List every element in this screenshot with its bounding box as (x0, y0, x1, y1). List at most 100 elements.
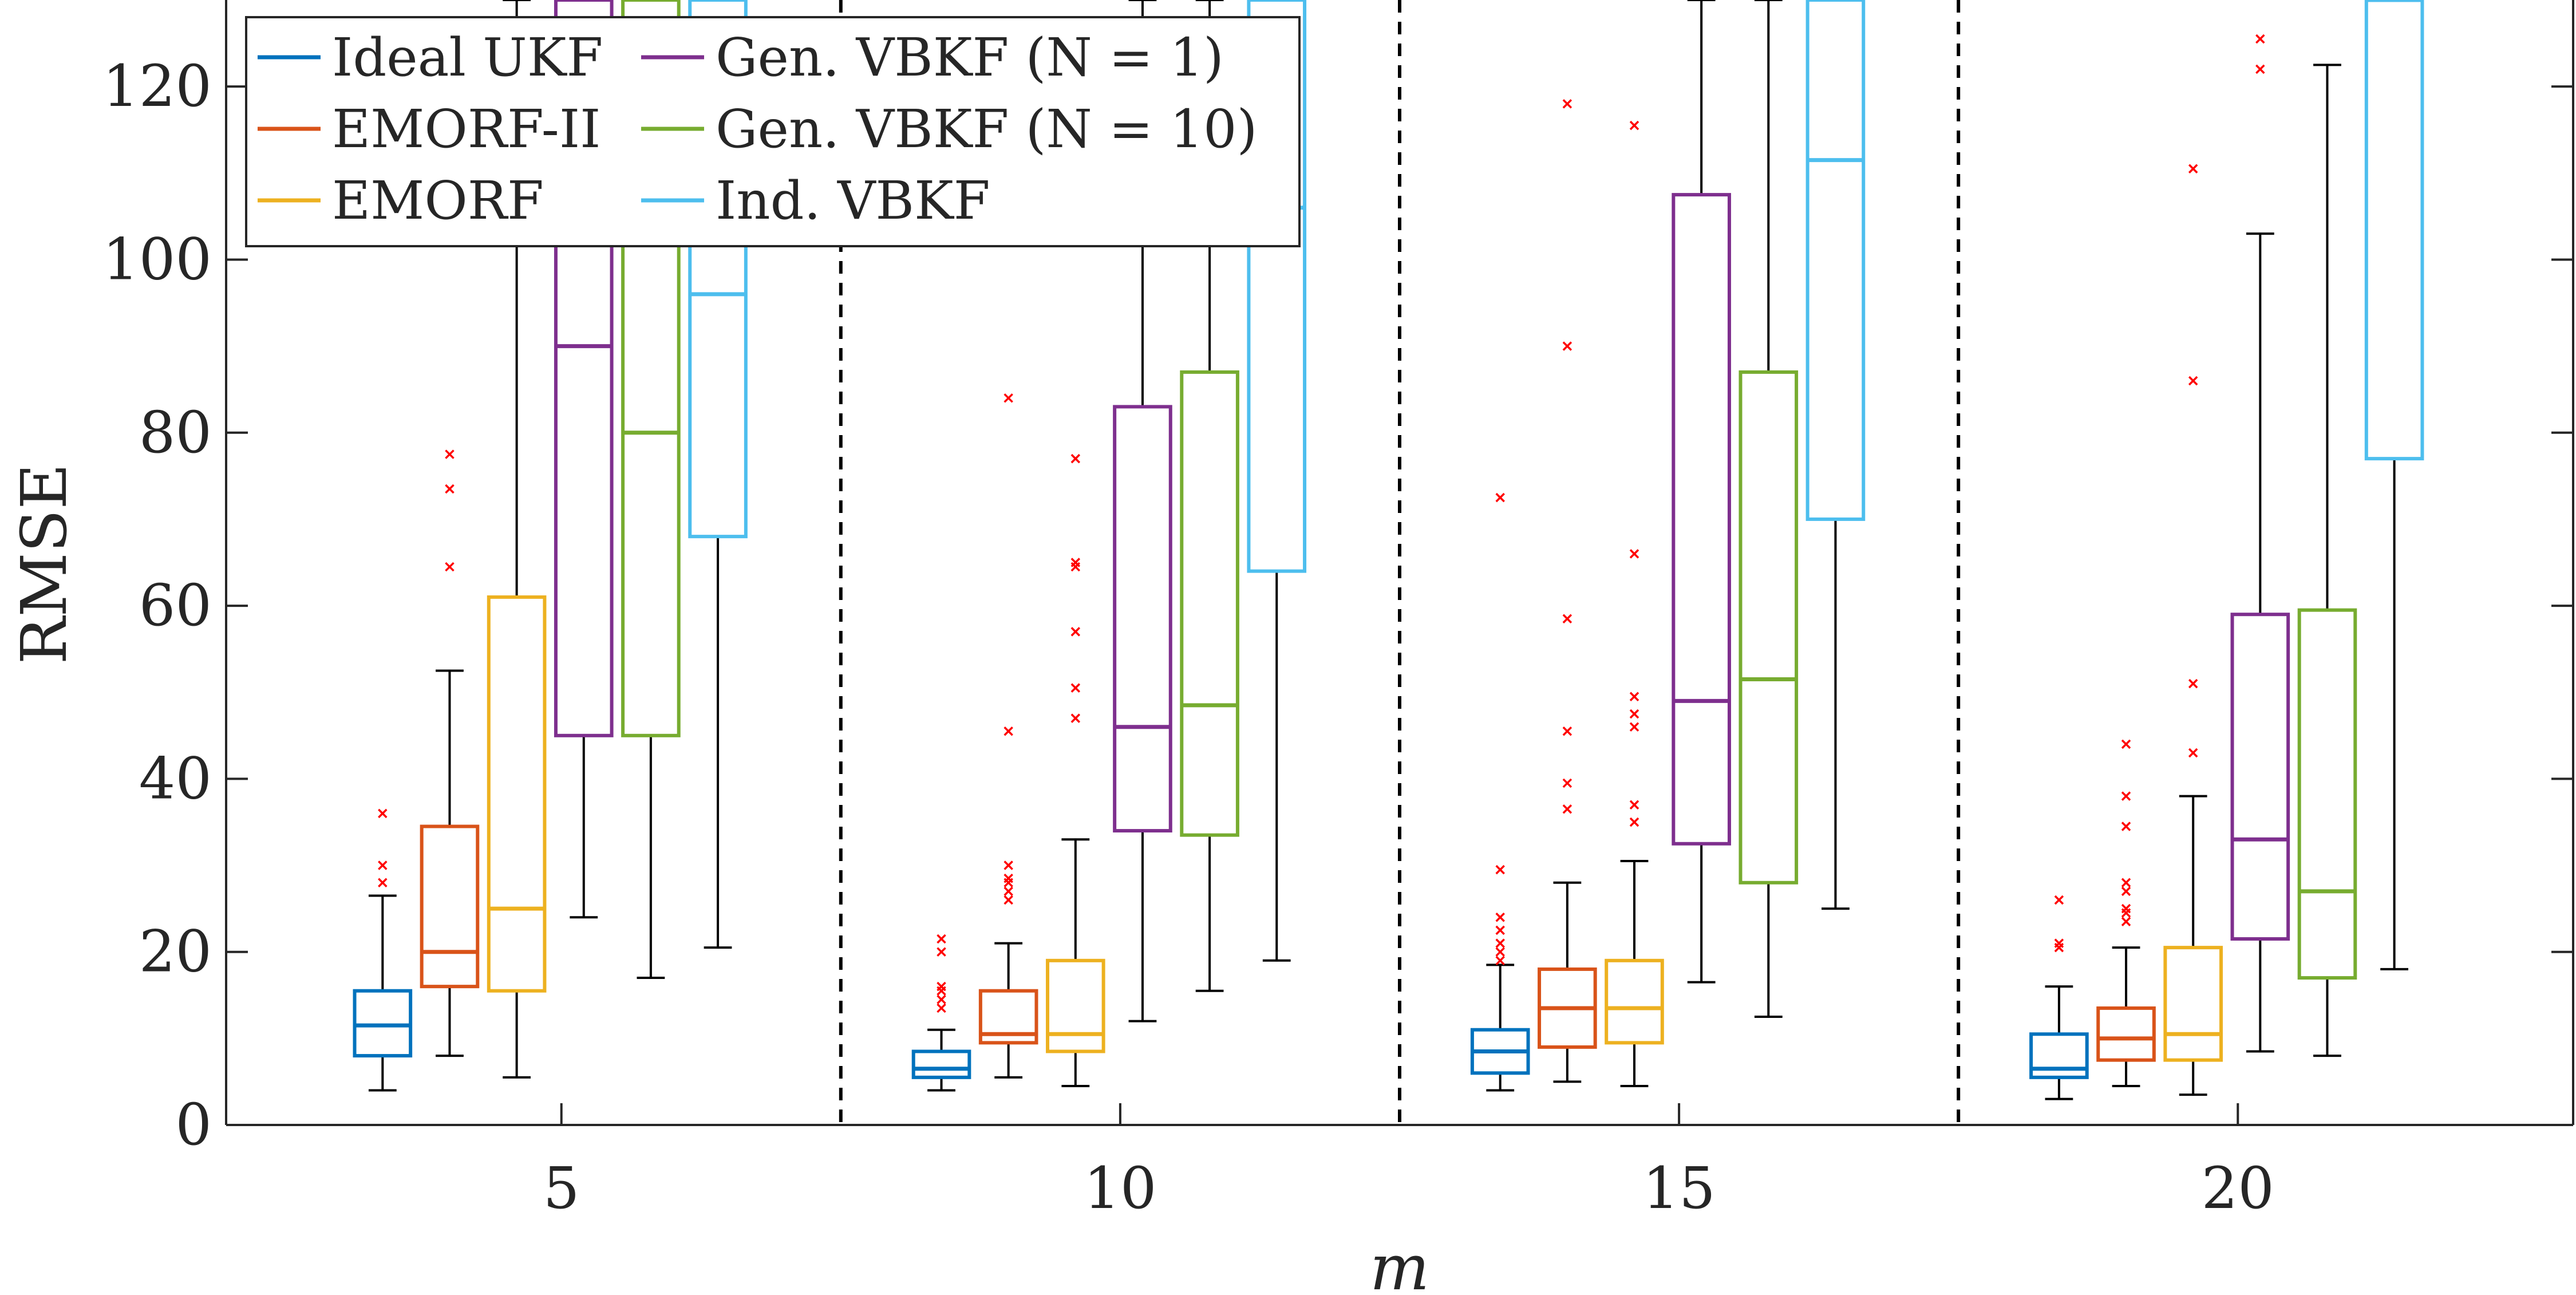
outlier-marker (2121, 822, 2131, 831)
outlier-marker (1003, 727, 1013, 736)
x-tick-label: 20 (2202, 1155, 2274, 1222)
y-axis-ticks: 0 20 40 60 80 100 120 (102, 53, 2573, 1158)
legend-item: EMORF (258, 170, 544, 231)
box-iqr (554, 0, 614, 737)
outlier-marker (1562, 804, 1573, 814)
box-iqr (1247, 0, 1307, 573)
y-tick-label: 100 (102, 226, 212, 293)
outlier-marker (2188, 164, 2198, 173)
outlier-marker (1629, 549, 1639, 559)
box-iqr (2364, 0, 2424, 461)
outlier-marker (2121, 917, 2131, 927)
box-iqr (1180, 370, 1239, 837)
box-15 (1672, 0, 1731, 984)
box-10 (978, 393, 1038, 1079)
x-axis-ticks: 5 10 15 20 (543, 1103, 2274, 1222)
outlier-marker (1070, 713, 1081, 723)
legend-item: Gen. VBKF (N = 10) (641, 98, 1257, 160)
box-20 (2364, 0, 2424, 970)
x-tick-label: 15 (1642, 1155, 1715, 1222)
box-iqr (1605, 958, 1664, 1045)
legend-item: Ind. VBKF (641, 170, 990, 231)
outlier-marker (2121, 886, 2131, 897)
box-20 (2230, 34, 2290, 1053)
legend-label: Gen. VBKF (N = 10) (716, 98, 1257, 160)
box-15 (1538, 99, 1597, 1083)
y-tick-label: 60 (139, 572, 212, 639)
outlier-marker (1003, 393, 1013, 403)
box-20 (2096, 739, 2156, 1087)
box-10 (1046, 453, 1105, 1087)
outlier-marker (1629, 817, 1639, 827)
outlier-marker (1070, 627, 1081, 637)
outlier-marker (1562, 778, 1573, 788)
outlier-marker (1629, 800, 1639, 810)
outlier-marker (937, 934, 946, 944)
legend-item: Gen. VBKF (N = 1) (641, 27, 1224, 88)
outlier-marker (2188, 376, 2198, 386)
box-20 (2029, 895, 2089, 1100)
outlier-marker (1495, 492, 1505, 503)
box-iqr (621, 0, 681, 737)
outlier-marker (445, 449, 455, 459)
outlier-marker (378, 878, 388, 888)
box-iqr (1739, 370, 1799, 885)
legend-label: EMORF-II (332, 98, 601, 160)
outlier-marker (1003, 873, 1013, 883)
series-emorf (487, 0, 2223, 1096)
legend-item: Ideal UKF (258, 27, 603, 88)
outlier-marker (2188, 678, 2198, 689)
outlier-marker (1562, 727, 1573, 736)
legend-box (245, 16, 1301, 247)
box-5 (487, 0, 547, 1079)
axes (225, 0, 2574, 1126)
box-iqr (353, 989, 413, 1058)
box-20 (2297, 64, 2357, 1057)
y-axis-title: RMSE (7, 463, 81, 664)
outlier-marker (1495, 956, 1505, 966)
box-iqr (688, 0, 748, 539)
box-5 (554, 0, 614, 919)
box-iqr (2096, 1006, 2156, 1062)
outlier-marker (937, 947, 946, 957)
outlier-marker (1070, 453, 1081, 464)
y-tick-label: 80 (139, 399, 212, 466)
x-tick-label: 10 (1084, 1155, 1156, 1222)
outlier-marker (445, 562, 455, 572)
outlier-marker (378, 860, 388, 870)
legend: Ideal UKF Gen. VBKF (N = 1) EMORF-II Gen. V… (245, 16, 1301, 247)
box-5 (688, 0, 748, 949)
box-series (353, 0, 2424, 1100)
legend-label: EMORF (332, 170, 544, 231)
box-iqr (420, 824, 480, 989)
legend-label: Gen. VBKF (N = 1) (716, 27, 1224, 88)
series-ideal-ukf (353, 492, 2089, 1100)
box-15 (1470, 492, 1530, 1092)
outlier-marker (1495, 864, 1505, 875)
box-iqr (978, 989, 1038, 1045)
y-tick-label: 20 (139, 918, 212, 985)
outlier-marker (1629, 722, 1639, 732)
outlier-marker (937, 1003, 946, 1013)
box-10 (911, 934, 971, 1092)
outlier-marker (937, 981, 946, 992)
outlier-marker (1562, 341, 1573, 351)
outlier-marker (378, 808, 388, 819)
box-iqr (1046, 958, 1105, 1053)
legend-item: EMORF-II (258, 98, 601, 160)
x-tick-label: 5 (543, 1155, 580, 1222)
series-ind-vbkf (688, 0, 2424, 970)
outlier-marker (1003, 860, 1013, 870)
box-15 (1805, 0, 1866, 910)
box-iqr (1672, 193, 1731, 846)
outlier-marker (1629, 692, 1639, 702)
outlier-marker (1629, 120, 1639, 131)
box-iqr (2029, 1032, 2089, 1079)
outlier-marker (2121, 903, 2131, 914)
box-iqr (1805, 0, 1866, 521)
box-iqr (2230, 613, 2290, 941)
outlier-marker (2255, 64, 2265, 74)
box-iqr (1113, 405, 1172, 833)
outlier-marker (1495, 912, 1505, 922)
